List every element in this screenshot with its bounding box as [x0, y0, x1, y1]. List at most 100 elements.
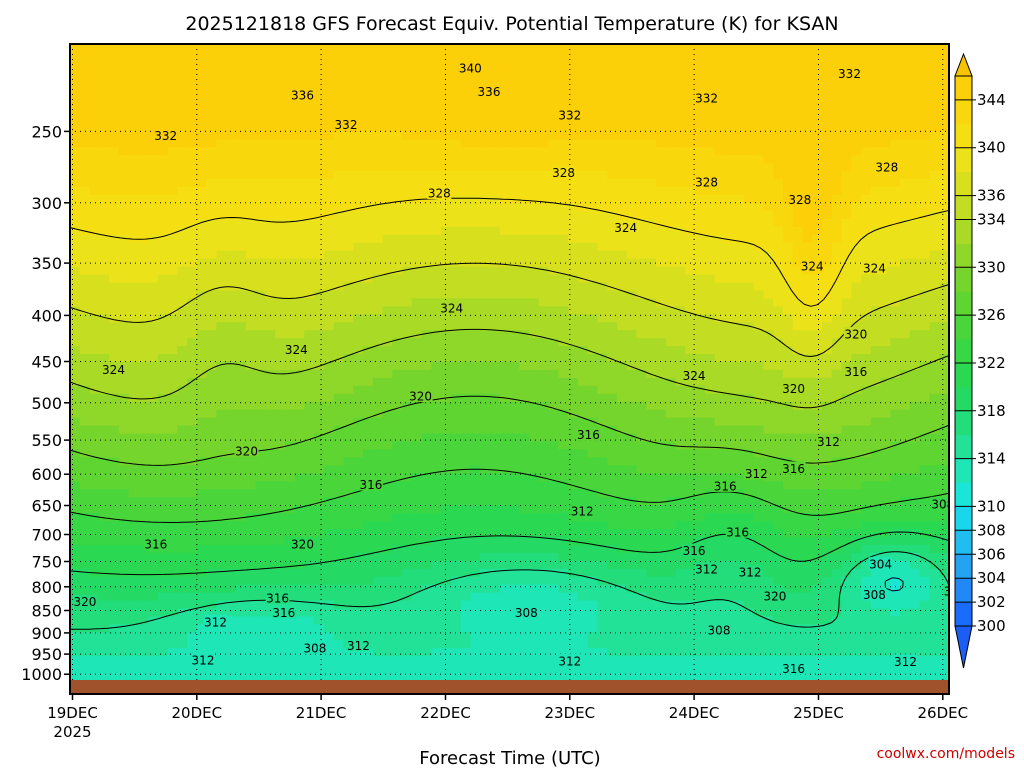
heatmap-cell — [157, 171, 169, 180]
heatmap-cell — [626, 473, 638, 482]
heatmap-cell — [323, 83, 335, 93]
heatmap-cell — [470, 528, 481, 538]
heatmap-cell — [216, 584, 227, 594]
heatmap-cell — [89, 123, 100, 133]
heatmap-cell — [275, 640, 286, 649]
heatmap-cell — [626, 544, 638, 554]
heatmap-cell — [284, 656, 296, 665]
heatmap-cell — [577, 75, 589, 85]
heatmap-cell — [79, 568, 91, 578]
heatmap-cell — [226, 91, 237, 101]
heatmap-cell — [157, 163, 169, 172]
heatmap-cell — [314, 115, 325, 125]
heatmap-cell — [226, 632, 237, 641]
heatmap-cell — [568, 139, 579, 148]
heatmap-cell — [499, 274, 511, 284]
heatmap-cell — [636, 513, 647, 522]
heatmap-cell — [529, 107, 540, 117]
heatmap-cell — [245, 107, 257, 117]
heatmap-cell — [402, 314, 413, 323]
heatmap-cell — [411, 377, 423, 387]
heatmap-cell — [568, 600, 579, 610]
heatmap-cell — [206, 648, 218, 657]
heatmap-cell — [382, 576, 393, 586]
heatmap-cell — [372, 131, 384, 140]
heatmap-cell — [89, 250, 100, 260]
heatmap-cell — [450, 656, 462, 665]
heatmap-cell — [636, 107, 647, 117]
heatmap-cell — [255, 195, 266, 204]
heatmap-cell — [196, 179, 208, 188]
heatmap-cell — [206, 632, 218, 641]
heatmap-cell — [372, 600, 384, 610]
heatmap-cell — [529, 75, 540, 85]
heatmap-cell — [489, 616, 501, 625]
heatmap-cell — [489, 393, 501, 403]
heatmap-cell — [157, 385, 169, 395]
heatmap-cell — [372, 210, 384, 220]
heatmap-cell — [206, 592, 218, 602]
heatmap-cell — [421, 362, 432, 371]
heatmap-cell — [636, 608, 647, 617]
heatmap-cell — [138, 497, 149, 506]
heatmap-cell — [177, 155, 188, 164]
heatmap-cell — [519, 640, 530, 649]
heatmap-cell — [343, 314, 354, 323]
heatmap-cell — [323, 234, 335, 244]
heatmap-cell — [529, 393, 540, 403]
heatmap-cell — [314, 449, 325, 458]
heatmap-cell — [519, 330, 530, 339]
heatmap-cell — [304, 306, 315, 315]
heatmap-cell — [148, 123, 159, 133]
heatmap-cell — [499, 457, 511, 466]
heatmap-cell — [89, 632, 100, 641]
heatmap-cell — [255, 210, 266, 220]
heatmap-cell — [665, 544, 677, 554]
heatmap-cell — [372, 505, 384, 514]
heatmap-cell — [646, 489, 657, 498]
heatmap-cell — [245, 75, 257, 85]
heatmap-cell — [118, 203, 130, 212]
heatmap-cell — [363, 521, 374, 530]
heatmap-cell — [294, 513, 305, 522]
heatmap-cell — [441, 218, 452, 228]
heatmap-cell — [509, 67, 520, 77]
heatmap-cell — [99, 274, 110, 284]
heatmap-cell — [265, 425, 276, 435]
heatmap-cell — [196, 210, 208, 220]
heatmap-cell — [587, 409, 598, 419]
heatmap-cell — [665, 624, 677, 633]
heatmap-cell — [616, 528, 628, 538]
heatmap-cell — [255, 362, 266, 371]
heatmap-cell — [626, 91, 638, 101]
heatmap-cell — [626, 449, 638, 458]
heatmap-cell — [568, 131, 579, 140]
heatmap-cell — [450, 385, 462, 395]
heatmap-cell — [343, 266, 354, 276]
heatmap-cell — [382, 362, 393, 371]
heatmap-cell — [548, 187, 559, 196]
heatmap-cell — [499, 250, 511, 260]
heatmap-cell — [636, 616, 647, 625]
heatmap-cell — [529, 250, 540, 260]
heatmap-cell — [99, 179, 110, 188]
heatmap-cell — [167, 123, 179, 133]
heatmap-cell — [128, 314, 139, 323]
heatmap-cell — [89, 210, 100, 220]
heatmap-cell — [470, 163, 481, 172]
heatmap-cell — [558, 552, 569, 562]
heatmap-cell — [89, 179, 100, 188]
heatmap-cell — [509, 203, 520, 212]
heatmap-cell — [70, 568, 81, 578]
heatmap-cell — [460, 123, 472, 133]
heatmap-cell — [206, 552, 218, 562]
heatmap-cell — [343, 544, 354, 554]
heatmap-cell — [421, 433, 432, 443]
heatmap-cell — [99, 163, 110, 172]
heatmap-cell — [646, 656, 657, 665]
heatmap-cell — [470, 203, 481, 212]
heatmap-cell — [304, 322, 315, 331]
heatmap-cell — [626, 83, 638, 93]
heatmap-cell — [148, 441, 159, 451]
heatmap-cell — [196, 330, 208, 339]
